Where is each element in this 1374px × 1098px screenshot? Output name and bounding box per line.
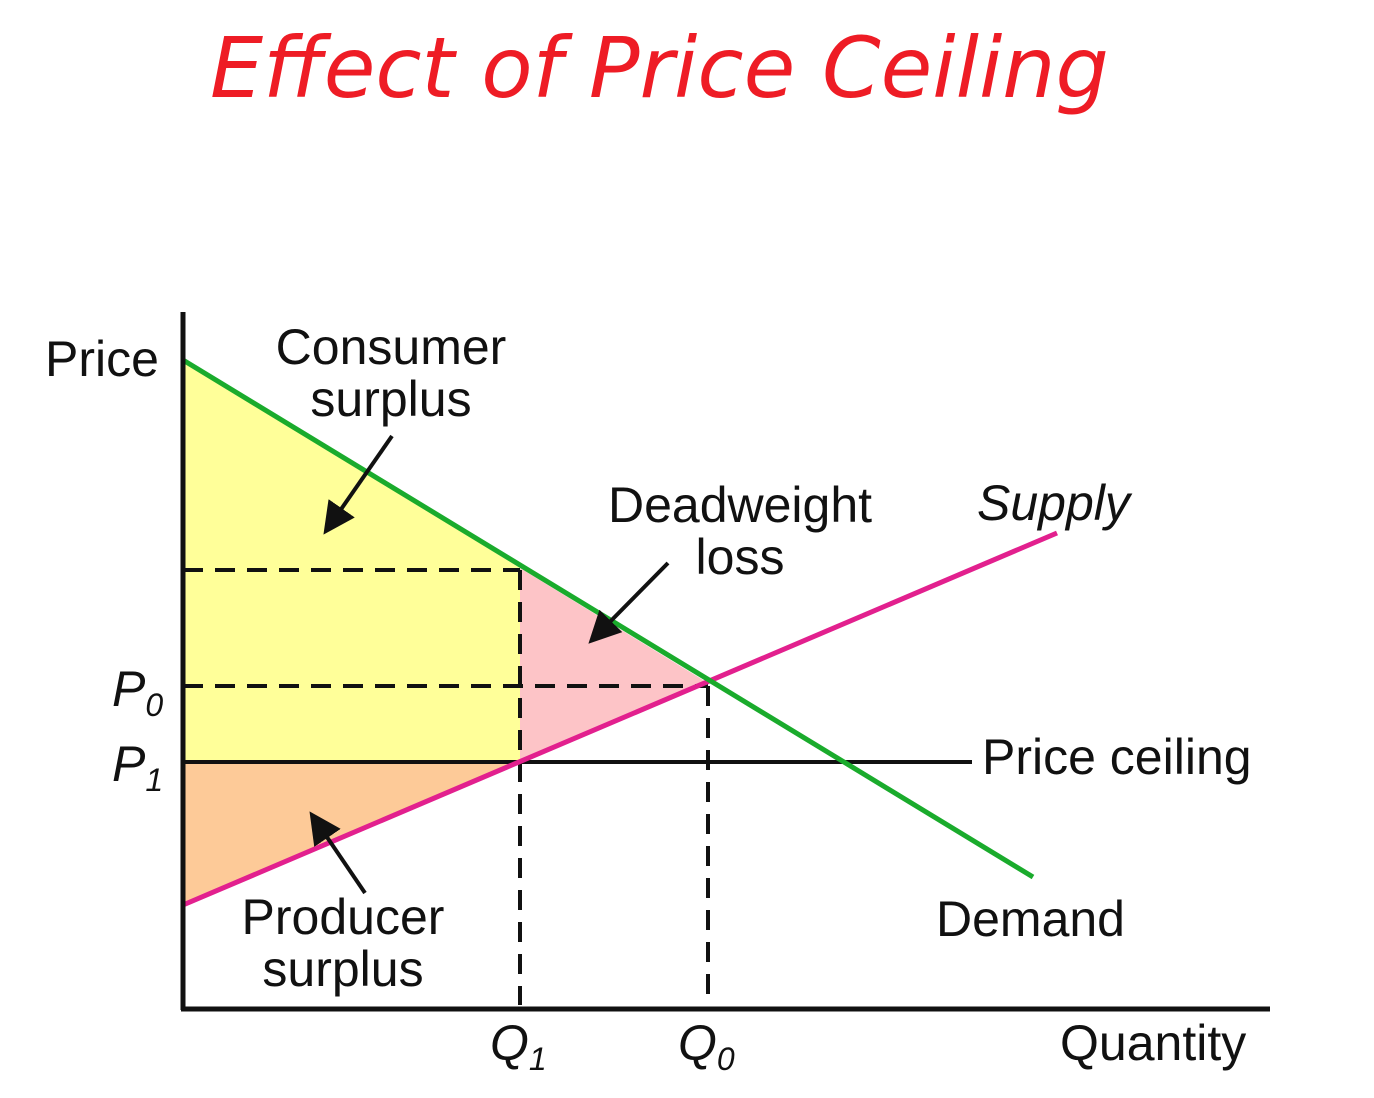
region-label-line: surplus: [262, 941, 423, 997]
demand-label: Demand: [936, 891, 1125, 947]
deadweight-loss-arrow: [588, 561, 670, 644]
y-axis-label: Price: [45, 331, 159, 387]
consumer-surplus-region: [183, 360, 520, 762]
deadweight-loss-label: Deadweight loss: [608, 477, 872, 585]
region-label-line: Producer: [242, 889, 445, 945]
producer-surplus-arrow: [309, 811, 367, 895]
consumer-surplus-label: Consumer surplus: [276, 319, 507, 427]
region-label-line: surplus: [310, 371, 471, 427]
x-axis-label: Quantity: [1060, 1015, 1246, 1071]
supply-label: Supply: [977, 475, 1133, 531]
q0-tick-label: Q0: [678, 1015, 735, 1077]
price-ceiling-label: Price ceiling: [982, 729, 1252, 785]
region-label-line: loss: [696, 529, 785, 585]
q1-tick-label: Q1: [490, 1015, 547, 1077]
region-label-line: Consumer: [276, 319, 507, 375]
deadweight-loss-region: [520, 568, 708, 762]
p1-tick-label: P1: [112, 736, 163, 798]
region-label-line: Deadweight: [608, 477, 872, 533]
chart-title: Effect of Price Ceiling: [210, 19, 1109, 117]
consumer-surplus-arrow: [323, 434, 394, 535]
p0-tick-label: P0: [112, 661, 163, 723]
producer-surplus-label: Producer surplus: [242, 889, 445, 997]
